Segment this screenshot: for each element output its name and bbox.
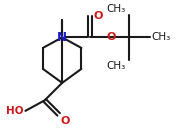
- Text: O: O: [60, 116, 70, 126]
- Text: CH₃: CH₃: [107, 61, 126, 71]
- Text: HO: HO: [6, 106, 24, 116]
- Text: O: O: [106, 32, 116, 42]
- Text: N: N: [57, 31, 67, 44]
- Text: CH₃: CH₃: [107, 4, 126, 14]
- Text: O: O: [93, 11, 103, 21]
- Text: CH₃: CH₃: [151, 32, 171, 42]
